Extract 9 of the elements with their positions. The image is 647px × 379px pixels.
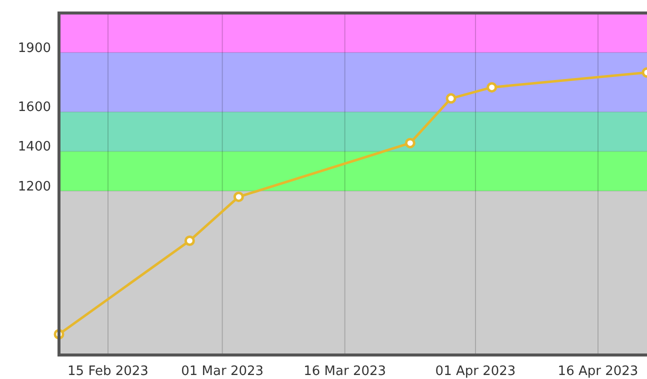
x-tick-label: 01 Mar 2023 bbox=[181, 364, 264, 379]
y-tick-label: 1400 bbox=[18, 140, 51, 155]
x-tick-label: 16 Mar 2023 bbox=[304, 364, 386, 379]
y-tick-label: 1900 bbox=[18, 40, 51, 56]
y-tick-label: 1200 bbox=[18, 179, 51, 194]
x-tick-label: 15 Feb 2023 bbox=[68, 364, 148, 379]
y-tick-label: 1600 bbox=[18, 100, 51, 116]
x-tick-label: 01 Apr 2023 bbox=[435, 364, 516, 379]
x-tick-label: 16 Apr 2023 bbox=[558, 364, 638, 379]
